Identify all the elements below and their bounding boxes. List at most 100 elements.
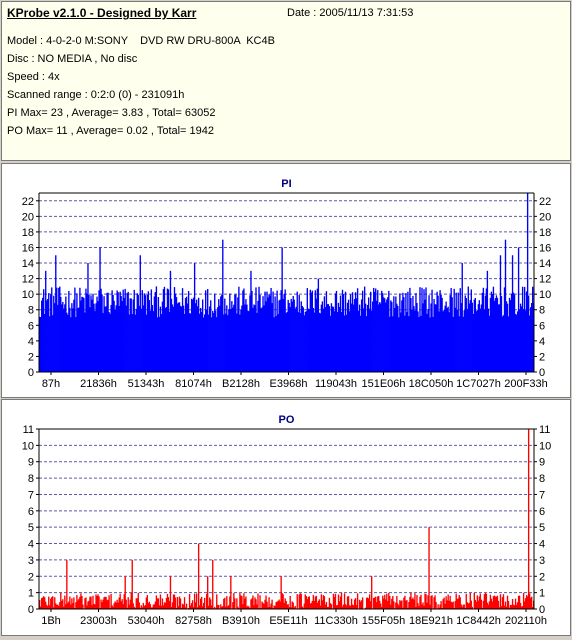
bar: [428, 527, 429, 609]
po-summary-line: PO Max= 11 , Average= 0.02 , Total= 1942: [7, 125, 214, 137]
x-tick-label: 202110h: [505, 615, 547, 627]
bar: [126, 600, 127, 609]
bar: [184, 597, 185, 609]
y-tick-label-right: 4: [539, 539, 545, 551]
x-tick-label: 18E921h: [409, 615, 453, 627]
x-tick-label: 21836h: [80, 378, 117, 390]
y-tick-label-left: 10: [22, 440, 34, 452]
speed-line: Speed : 4x: [7, 71, 60, 83]
y-tick-label-left: 11: [23, 424, 34, 436]
bar: [230, 576, 231, 609]
y-tick-label-right: 8: [539, 305, 545, 317]
x-tick-label: 155F05h: [362, 615, 405, 627]
y-tick-label-left: 2: [28, 571, 34, 583]
y-tick-label-left: 7: [28, 489, 34, 501]
y-tick-label-left: 4: [28, 336, 34, 348]
y-tick-label-right: 9: [539, 457, 545, 469]
x-tick-label: 18C050h: [409, 378, 454, 390]
y-tick-label-right: 20: [539, 211, 551, 223]
y-tick-label-left: 6: [28, 506, 34, 518]
y-tick-label-left: 8: [28, 305, 34, 317]
y-tick-label-left: 0: [28, 367, 34, 379]
bar: [175, 598, 176, 609]
y-tick-label-left: 6: [28, 320, 34, 332]
y-tick-label-right: 3: [539, 555, 545, 567]
bar: [290, 596, 291, 609]
x-tick-label: 87h: [42, 378, 60, 390]
bar: [212, 560, 213, 609]
y-tick-label-right: 14: [539, 258, 551, 270]
bar: [257, 593, 258, 609]
y-tick-label-right: 2: [539, 571, 545, 583]
bar: [435, 602, 436, 609]
bar: [371, 576, 372, 609]
bar: [481, 600, 482, 609]
x-tick-label: 1Bh: [41, 615, 61, 627]
bar: [297, 594, 298, 609]
bar: [132, 560, 133, 609]
y-tick-label-right: 7: [539, 489, 545, 501]
y-tick-label-right: 18: [539, 227, 551, 239]
bar: [331, 604, 332, 609]
y-tick-label-right: 5: [539, 522, 545, 534]
bar: [207, 576, 208, 609]
y-tick-label-right: 16: [539, 242, 551, 254]
y-tick-label-left: 3: [28, 555, 34, 567]
x-tick-label: 53040h: [128, 615, 165, 627]
bar: [66, 560, 67, 609]
y-tick-label-right: 1: [539, 588, 545, 600]
x-tick-label: E5E11h: [269, 615, 307, 627]
y-tick-label-left: 1: [28, 588, 34, 600]
x-tick-label: B3910h: [222, 615, 260, 627]
disc-line: Disc : NO MEDIA , No disc: [7, 53, 137, 65]
y-tick-label-right: 6: [539, 320, 545, 332]
y-tick-label-left: 22: [22, 196, 34, 208]
y-tick-label-right: 8: [539, 473, 545, 485]
y-tick-label-left: 18: [22, 227, 34, 239]
y-tick-label-left: 20: [22, 211, 34, 223]
bar: [82, 605, 83, 609]
x-tick-label: 200F33h: [504, 378, 547, 390]
x-tick-label: 51343h: [128, 378, 165, 390]
bar: [98, 596, 99, 609]
model-line: Model : 4-0-2-0 M:SONY DVD RW DRU-800A K…: [7, 35, 275, 47]
bar: [186, 604, 187, 609]
info-panel: KProbe v2.1.0 - Designed by Karr Date : …: [1, 1, 571, 161]
y-tick-label-left: 2: [28, 351, 34, 363]
bar: [180, 598, 181, 609]
y-tick-label-left: 12: [22, 274, 34, 286]
bar: [431, 595, 432, 609]
bar: [198, 544, 199, 609]
y-tick-label-left: 14: [22, 258, 34, 270]
x-tick-label: B2128h: [222, 378, 260, 390]
bar: [52, 596, 53, 609]
pi-summary-line: PI Max= 23 , Average= 3.83 , Total= 6305…: [7, 107, 215, 119]
x-tick-label: 11C330h: [314, 615, 358, 627]
y-tick-label-left: 8: [28, 473, 34, 485]
y-tick-label-left: 4: [28, 539, 34, 551]
y-tick-label-left: 16: [22, 242, 34, 254]
y-tick-label-right: 2: [539, 351, 545, 363]
y-tick-label-right: 11: [539, 424, 550, 436]
bar: [341, 593, 342, 609]
bar: [393, 601, 394, 609]
y-tick-label-left: 0: [28, 604, 34, 616]
chart-title: PI: [281, 178, 291, 190]
bar: [414, 593, 415, 609]
bar: [73, 597, 74, 609]
x-tick-label: 1C8442h: [456, 615, 501, 627]
app-title: KProbe v2.1.0 - Designed by Karr: [7, 6, 196, 20]
bar: [234, 598, 235, 609]
y-tick-label-right: 10: [539, 289, 551, 301]
chart-title: PO: [279, 414, 295, 426]
scan-date: Date : 2005/11/13 7:31:53: [287, 7, 413, 19]
y-tick-label-right: 22: [539, 196, 551, 208]
y-tick-label-right: 6: [539, 506, 545, 518]
y-tick-label-right: 10: [539, 440, 551, 452]
bar: [108, 595, 109, 609]
bar: [357, 593, 358, 609]
bar: [204, 598, 205, 609]
x-tick-label: 1C7027h: [456, 378, 501, 390]
